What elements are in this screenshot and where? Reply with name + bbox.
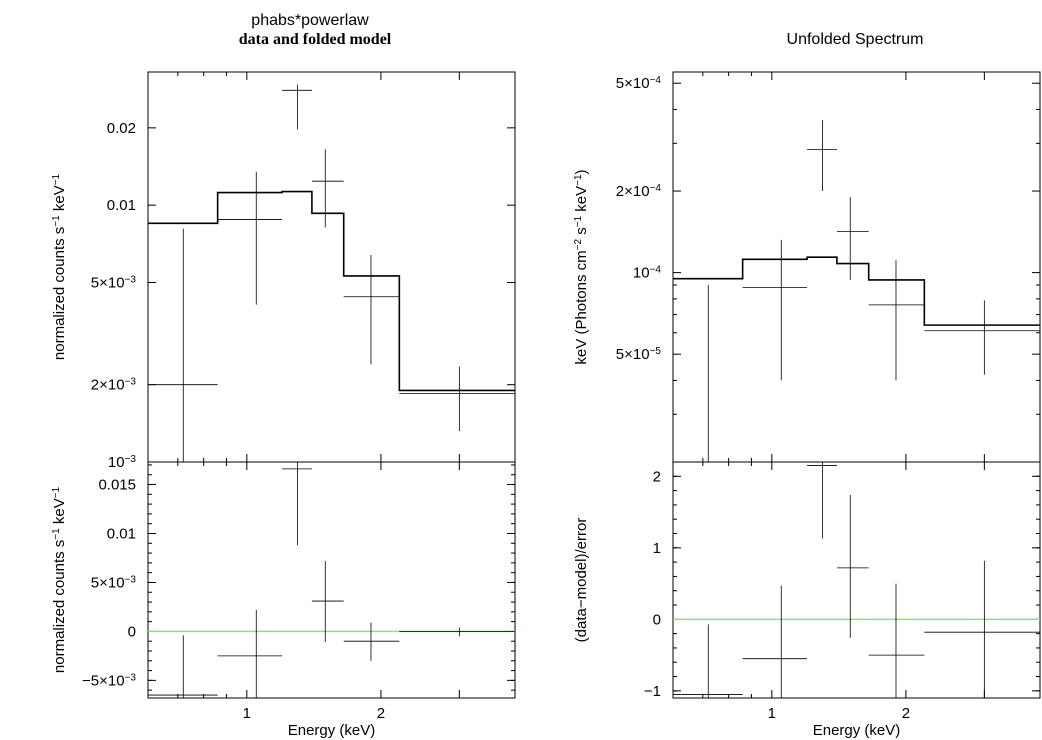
y-axis-label: keV (Photons cm−2 s−1 keV−1) <box>573 169 591 364</box>
x-tick-label: 2 <box>377 705 385 722</box>
x-axis-label: Energy (keV) <box>288 722 376 739</box>
panel-right-unfolded-spectrum: 5×10−5 10−4 2×10−4 5×10−4 keV (Photons cm−2 … <box>573 71 1041 463</box>
y-tick-label: 5×10−5 <box>616 346 662 364</box>
y-tick-label: −5×10−3 <box>82 672 136 690</box>
data-point <box>836 494 869 638</box>
data-point <box>742 239 808 381</box>
y-tick-label: 0.01 <box>107 525 136 542</box>
y-axis-label: normalized counts s−1 keV−1 <box>51 173 69 360</box>
y-tick-label: 5×10−3 <box>91 274 137 292</box>
y-tick-label: 5×10−4 <box>616 75 662 93</box>
y-tick-label: 10−3 <box>108 454 137 472</box>
data-point <box>148 635 218 698</box>
data-point <box>924 560 1040 698</box>
data-point <box>148 228 218 462</box>
data-point <box>217 609 283 698</box>
y-tick-label: 0.02 <box>107 120 136 137</box>
plot-frame <box>147 71 516 463</box>
left-title-line2: data and folded model <box>238 31 392 48</box>
y-tick-label: 2 <box>653 468 661 485</box>
y-tick-label: 2×10−3 <box>91 376 137 394</box>
y-tick-label: 2×10−4 <box>616 183 662 201</box>
panel-right-residuals: 1 2 −1 0 1 2 (data−model)/error Energy (keV) <box>573 461 1041 739</box>
data-point <box>311 560 344 643</box>
data-point <box>399 627 515 637</box>
data-point <box>924 300 1040 375</box>
x-axis-label: Energy (keV) <box>813 722 901 739</box>
data-point <box>343 622 400 661</box>
y-tick-label: 10−4 <box>633 264 662 282</box>
y-tick-label: 0.01 <box>107 197 136 214</box>
data-point <box>311 149 344 228</box>
model-histogram <box>673 256 1040 326</box>
y-axis-label: (data−model)/error <box>573 518 590 643</box>
data-point <box>399 366 515 432</box>
data-point <box>343 254 400 365</box>
data-point <box>673 624 743 698</box>
y-tick-label: 5×10−3 <box>91 574 137 592</box>
y-tick-label: 0 <box>128 623 136 640</box>
y-tick-label: 0 <box>653 611 661 628</box>
plot-frame <box>672 461 1041 699</box>
plot-frame <box>672 71 1041 463</box>
model-histogram <box>148 190 515 392</box>
data-point <box>673 278 743 462</box>
data-point <box>282 84 312 130</box>
data-point <box>807 120 837 192</box>
right-title: Unfolded Spectrum <box>786 31 924 48</box>
data-point <box>282 462 312 546</box>
y-axis-label: normalized counts s−1 keV−1 <box>51 486 69 673</box>
plot-frame <box>147 461 516 699</box>
y-tick-label: 1 <box>653 540 661 557</box>
x-tick-label: 1 <box>243 705 251 722</box>
y-tick-label: −1 <box>644 683 661 700</box>
data-point <box>836 197 869 280</box>
data-point <box>742 585 808 698</box>
panel-left-spectrum: 10−3 2×10−3 5×10−3 0.01 0.02 normalized count… <box>51 71 516 472</box>
data-point <box>217 171 283 305</box>
x-tick-label: 1 <box>768 705 776 722</box>
x-tick-label: 2 <box>902 705 910 722</box>
data-point <box>868 260 925 381</box>
data-point <box>807 462 837 539</box>
data-point <box>868 583 925 698</box>
panel-left-residuals: 1 2 −5×10−3 0 5×10−3 0.01 0.015 normalized coun… <box>51 461 516 739</box>
y-tick-label: 0.015 <box>98 477 136 494</box>
left-title-line1: phabs*powerlaw <box>251 12 369 29</box>
